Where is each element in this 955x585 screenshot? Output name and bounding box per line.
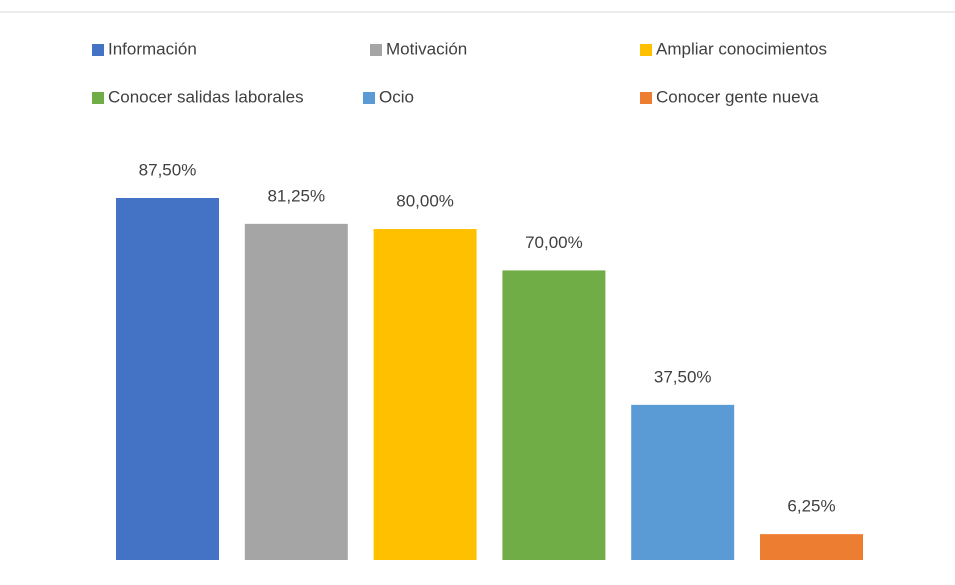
bar xyxy=(631,404,735,560)
legend-swatch xyxy=(92,92,104,104)
legend-label: Ampliar conocimientos xyxy=(656,39,827,58)
data-label: 81,25% xyxy=(267,186,325,205)
data-label: 87,50% xyxy=(139,160,197,179)
legend-label: Conocer salidas laborales xyxy=(108,87,304,106)
legend-swatch xyxy=(363,92,375,104)
bar xyxy=(760,534,863,560)
bar xyxy=(502,270,606,560)
data-label: 37,50% xyxy=(654,367,712,386)
legend-label: Conocer gente nueva xyxy=(656,87,819,106)
legend-swatch xyxy=(640,92,652,104)
legend-label: Ocio xyxy=(379,87,414,106)
legend-swatch xyxy=(370,44,382,56)
legend-label: Motivación xyxy=(386,39,467,58)
data-label: 6,25% xyxy=(787,497,835,516)
data-label: 70,00% xyxy=(525,233,583,252)
legend-swatch xyxy=(92,44,104,56)
bar xyxy=(116,198,219,560)
bar xyxy=(244,223,348,560)
data-label: 80,00% xyxy=(396,192,454,211)
legend-swatch xyxy=(640,44,652,56)
legend-label: Información xyxy=(108,39,197,58)
bar xyxy=(373,229,477,560)
